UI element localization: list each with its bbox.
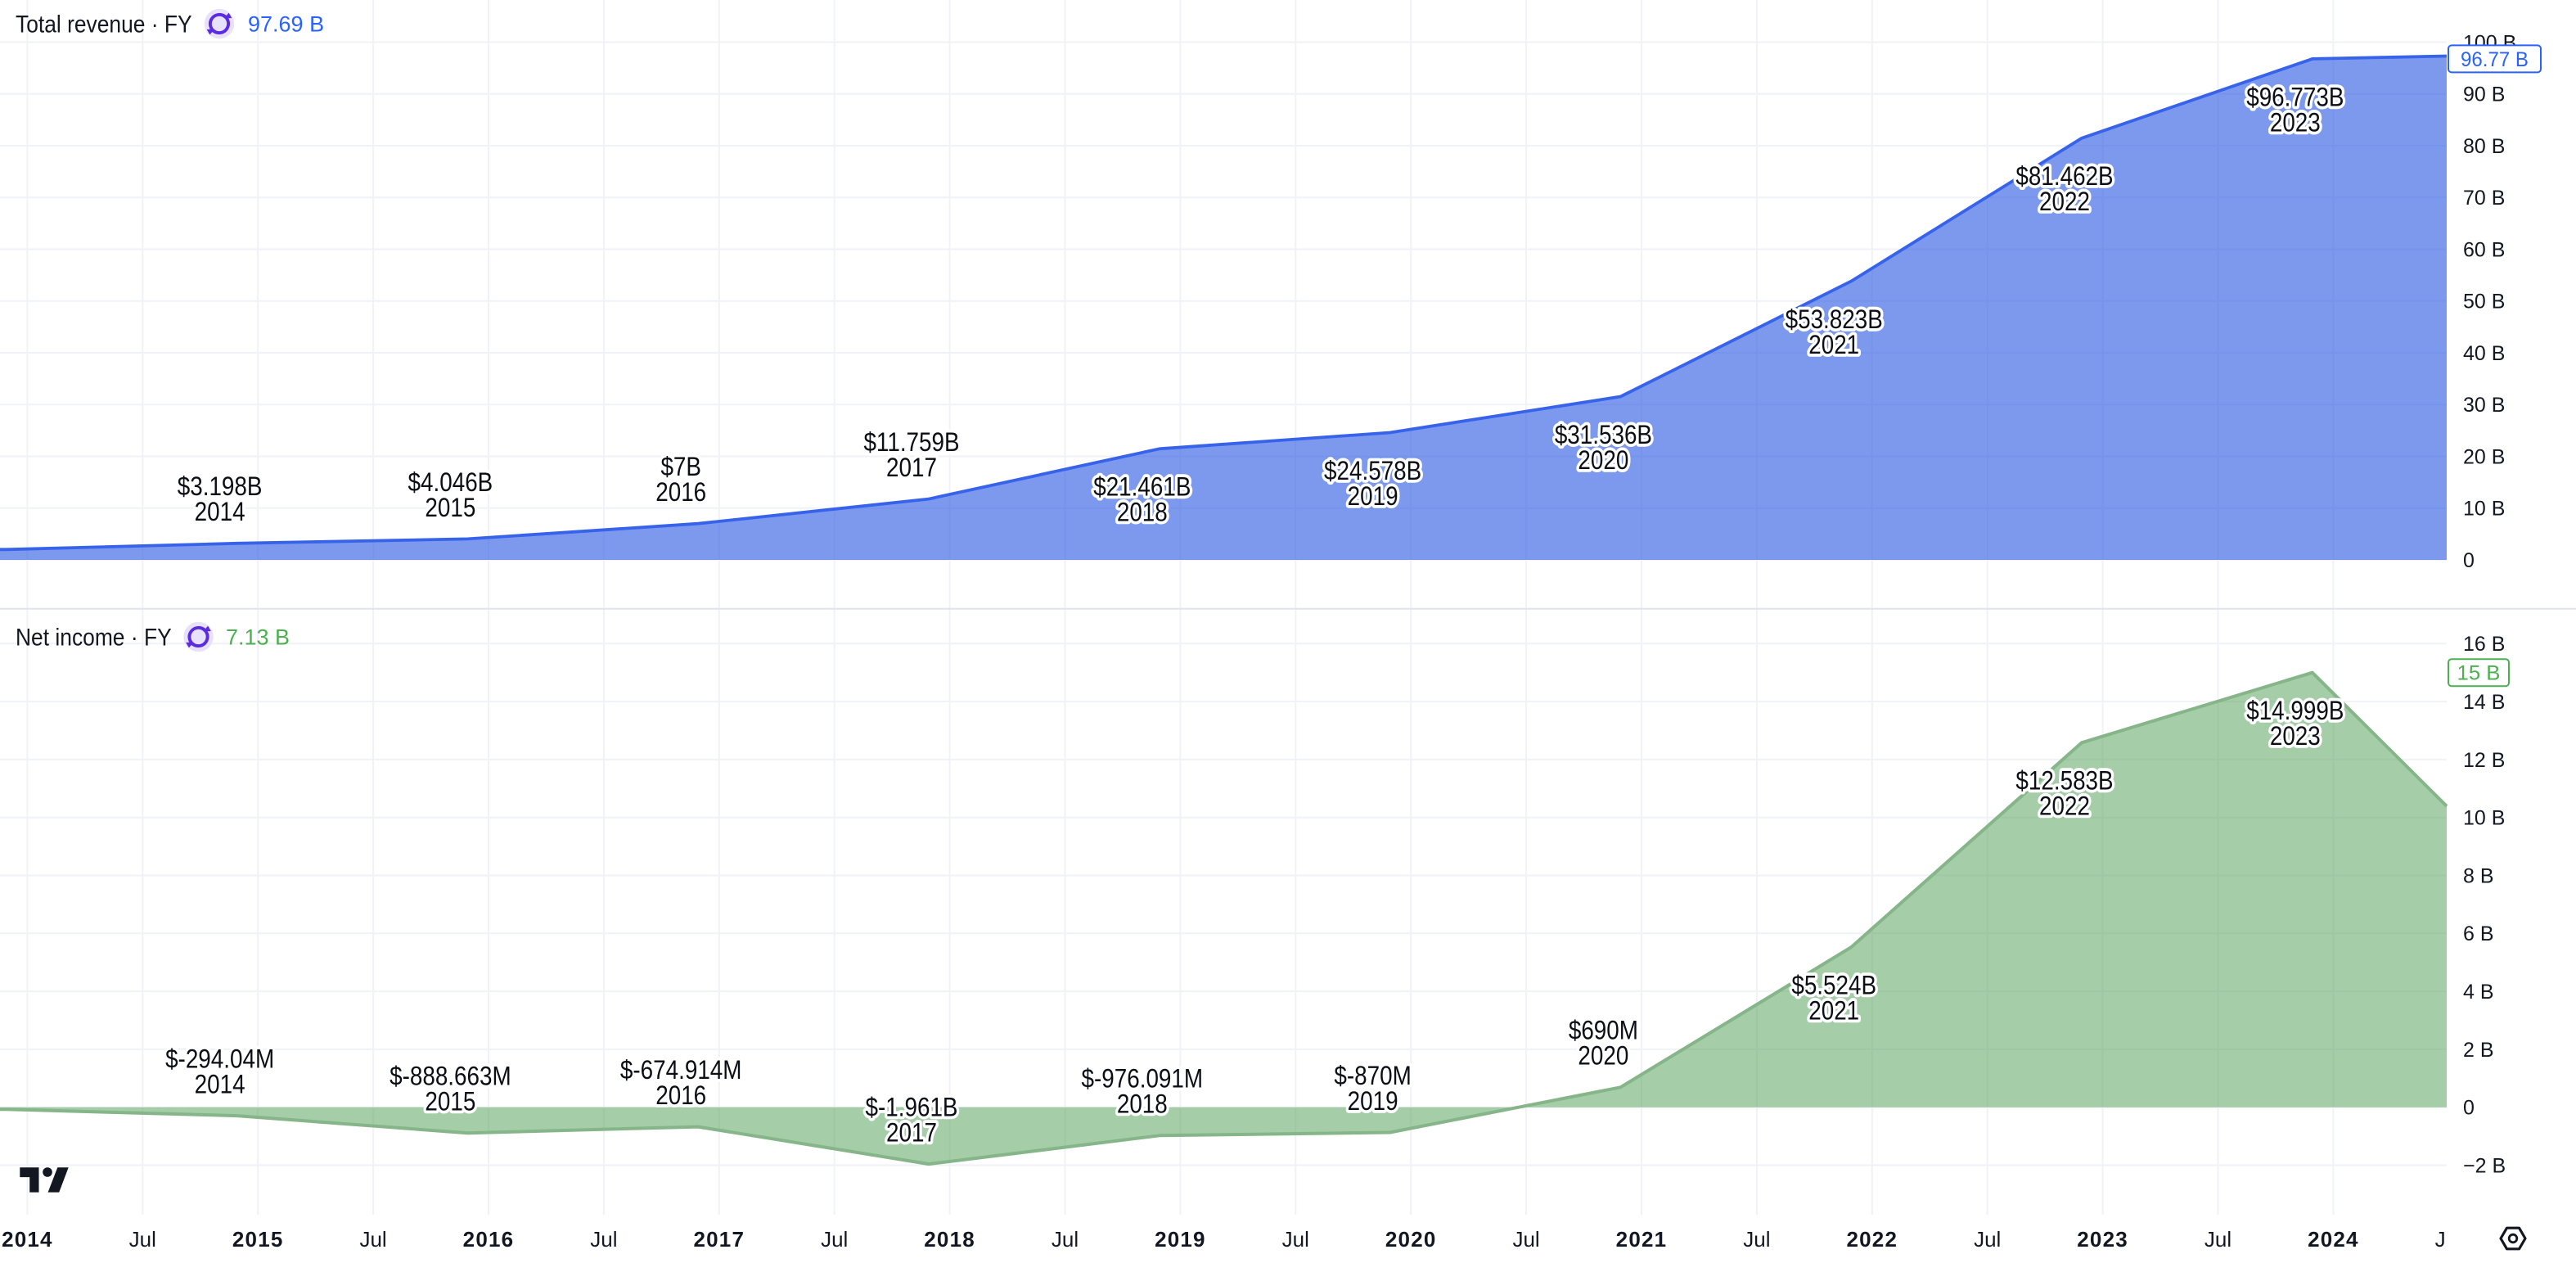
svg-text:$7B: $7B xyxy=(660,453,701,481)
svg-text:$-294.04M: $-294.04M xyxy=(165,1045,274,1074)
svg-text:2017: 2017 xyxy=(693,1227,745,1252)
svg-text:2018: 2018 xyxy=(1117,1090,1168,1119)
svg-text:2016: 2016 xyxy=(463,1227,515,1252)
svg-text:2024: 2024 xyxy=(2308,1227,2359,1252)
svg-text:2022: 2022 xyxy=(2039,187,2090,216)
svg-text:4 B: 4 B xyxy=(2463,981,2494,1004)
svg-text:$24.578B: $24.578B xyxy=(1324,457,1421,485)
svg-text:2022: 2022 xyxy=(2039,792,2090,821)
svg-text:$53.823B: $53.823B xyxy=(1786,305,1883,334)
svg-text:$-674.914M: $-674.914M xyxy=(620,1056,742,1085)
svg-text:Jul: Jul xyxy=(129,1227,156,1252)
svg-text:2015: 2015 xyxy=(425,494,475,522)
svg-text:2023: 2023 xyxy=(2270,109,2321,138)
svg-text:2017: 2017 xyxy=(886,453,937,482)
svg-text:10 B: 10 B xyxy=(2463,498,2505,521)
svg-text:97.69 B: 97.69 B xyxy=(248,12,324,37)
svg-text:$12.583B: $12.583B xyxy=(2015,767,2113,796)
svg-text:$3.198B: $3.198B xyxy=(178,472,263,501)
svg-text:Jul: Jul xyxy=(1052,1227,1079,1252)
svg-text:2015: 2015 xyxy=(425,1088,475,1116)
svg-text:12 B: 12 B xyxy=(2463,749,2505,772)
svg-text:2014: 2014 xyxy=(195,1071,245,1099)
svg-text:Total revenue · FY: Total revenue · FY xyxy=(16,10,192,38)
svg-text:$81.462B: $81.462B xyxy=(2015,162,2113,191)
svg-text:2023: 2023 xyxy=(2270,722,2321,751)
svg-text:Jul: Jul xyxy=(2435,1227,2462,1252)
svg-text:2020: 2020 xyxy=(1578,446,1628,475)
svg-text:2020: 2020 xyxy=(1385,1227,1437,1252)
svg-text:2021: 2021 xyxy=(1616,1227,1668,1252)
svg-text:40 B: 40 B xyxy=(2463,342,2505,365)
svg-text:$4.046B: $4.046B xyxy=(408,468,493,497)
svg-text:$690M: $690M xyxy=(1569,1017,1638,1045)
svg-text:$-870M: $-870M xyxy=(1334,1062,1411,1090)
svg-text:2017: 2017 xyxy=(886,1119,937,1148)
svg-text:2020: 2020 xyxy=(1578,1042,1628,1071)
svg-text:2015: 2015 xyxy=(232,1227,284,1252)
svg-text:2023: 2023 xyxy=(2077,1227,2128,1252)
svg-text:$21.461B: $21.461B xyxy=(1093,473,1191,502)
svg-text:60 B: 60 B xyxy=(2463,238,2505,261)
svg-text:80 B: 80 B xyxy=(2463,135,2505,158)
svg-text:2018: 2018 xyxy=(1117,498,1168,527)
svg-text:30 B: 30 B xyxy=(2463,394,2505,417)
svg-text:6 B: 6 B xyxy=(2463,922,2494,945)
svg-text:Jul: Jul xyxy=(2204,1227,2231,1252)
svg-text:2019: 2019 xyxy=(1348,1087,1398,1116)
svg-text:$5.524B: $5.524B xyxy=(1791,972,1876,1000)
svg-text:Net income · FY: Net income · FY xyxy=(16,623,172,651)
svg-text:2014: 2014 xyxy=(195,498,245,526)
svg-text:70 B: 70 B xyxy=(2463,187,2505,210)
svg-text:$96.773B: $96.773B xyxy=(2246,83,2344,112)
svg-text:2021: 2021 xyxy=(1808,331,1859,359)
svg-text:2021: 2021 xyxy=(1808,997,1859,1026)
svg-text:$11.759B: $11.759B xyxy=(863,428,959,457)
svg-text:Jul: Jul xyxy=(821,1227,848,1252)
svg-text:20 B: 20 B xyxy=(2463,445,2505,468)
svg-text:8 B: 8 B xyxy=(2463,864,2494,887)
svg-text:0: 0 xyxy=(2463,1097,2475,1120)
svg-text:$-976.091M: $-976.091M xyxy=(1082,1065,1204,1094)
svg-text:14 B: 14 B xyxy=(2463,691,2505,714)
svg-text:50 B: 50 B xyxy=(2463,291,2505,313)
svg-text:90 B: 90 B xyxy=(2463,83,2505,106)
svg-text:15 B: 15 B xyxy=(2457,662,2501,685)
svg-text:−2 B: −2 B xyxy=(2463,1154,2506,1177)
svg-text:Jul: Jul xyxy=(1743,1227,1770,1252)
svg-text:2022: 2022 xyxy=(1846,1227,1898,1252)
svg-text:Jul: Jul xyxy=(1512,1227,1539,1252)
svg-text:2016: 2016 xyxy=(655,478,706,507)
svg-text:Jul: Jul xyxy=(1974,1227,2001,1252)
svg-text:$31.536B: $31.536B xyxy=(1555,421,1652,449)
svg-text:Jul: Jul xyxy=(590,1227,617,1252)
svg-text:$-1.961B: $-1.961B xyxy=(866,1094,958,1122)
svg-text:7.13 B: 7.13 B xyxy=(226,625,290,650)
svg-text:96.77 B: 96.77 B xyxy=(2461,48,2529,71)
svg-text:2018: 2018 xyxy=(924,1227,975,1252)
svg-text:2019: 2019 xyxy=(1348,482,1398,511)
svg-text:2014: 2014 xyxy=(2,1227,53,1252)
svg-text:2 B: 2 B xyxy=(2463,1039,2494,1062)
svg-text:Jul: Jul xyxy=(1282,1227,1309,1252)
svg-text:16 B: 16 B xyxy=(2463,633,2505,656)
svg-text:10 B: 10 B xyxy=(2463,807,2505,830)
svg-text:Jul: Jul xyxy=(359,1227,386,1252)
svg-text:0: 0 xyxy=(2463,549,2475,572)
svg-text:2016: 2016 xyxy=(655,1081,706,1110)
svg-text:2019: 2019 xyxy=(1155,1227,1206,1252)
svg-text:$14.999B: $14.999B xyxy=(2246,697,2344,725)
svg-text:$-888.663M: $-888.663M xyxy=(390,1062,511,1091)
